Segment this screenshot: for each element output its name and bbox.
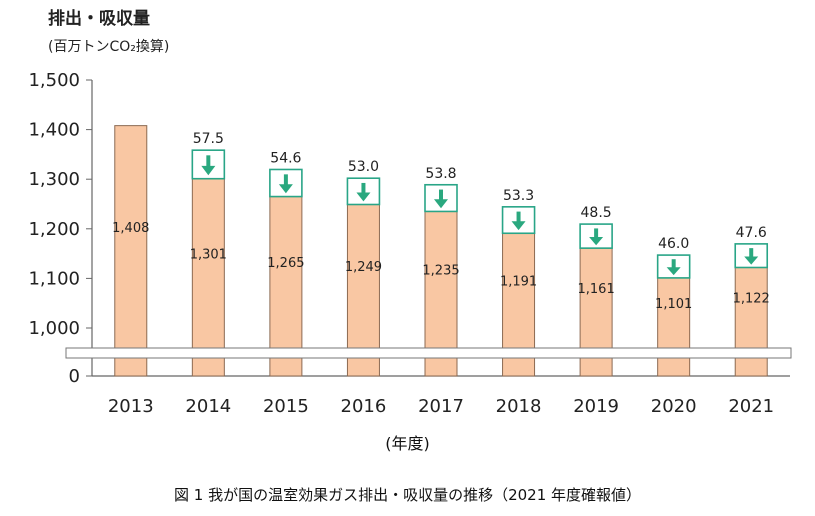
y-tick-label: 1,100 — [28, 268, 80, 289]
bar-value-label: 1,161 — [578, 282, 615, 297]
down-arrow-head-icon — [589, 237, 604, 246]
down-arrow-head-icon — [666, 267, 681, 276]
x-tick-label: 2019 — [573, 396, 619, 417]
bar-value-label: 1,408 — [112, 221, 149, 236]
absorption-label: 53.0 — [348, 159, 379, 175]
y-tick-label: 1,000 — [28, 318, 80, 339]
down-arrow-head-icon — [278, 184, 293, 194]
x-tick-label: 2015 — [263, 396, 309, 417]
bar — [269, 196, 303, 377]
x-tick-label: 2020 — [651, 396, 697, 417]
absorption-label: 47.6 — [736, 225, 767, 241]
axis-break-band — [65, 347, 792, 359]
x-tick-label: 2018 — [496, 396, 542, 417]
y-axis-unit: (百万トンCO₂換算) — [48, 39, 170, 55]
y-tick-label: 1,200 — [28, 219, 80, 240]
absorption-label: 53.3 — [503, 188, 534, 204]
bar-value-label: 1,301 — [190, 247, 227, 262]
x-tick-label: 2021 — [728, 396, 774, 417]
x-axis-title: (年度) — [385, 434, 430, 453]
bar-value-label: 1,122 — [733, 292, 770, 307]
absorption-label: 48.5 — [581, 205, 612, 221]
bar — [734, 266, 768, 377]
x-tick-label: 2017 — [418, 396, 464, 417]
y-tick-label: 1,500 — [28, 70, 80, 91]
figure-caption: 図 1 我が国の温室効果ガス排出・吸収量の推移（2021 年度確報値） — [173, 486, 642, 504]
absorption-label: 57.5 — [193, 131, 224, 147]
absorption-label: 46.0 — [658, 236, 689, 252]
y-axis-title: 排出・吸収量 — [48, 9, 150, 29]
x-tick-label: 2016 — [341, 396, 387, 417]
bar-value-label: 1,101 — [655, 297, 692, 312]
absorption-label: 54.6 — [270, 150, 301, 166]
bar-value-label: 1,265 — [267, 256, 304, 271]
down-arrow-head-icon — [434, 199, 448, 209]
bar-value-label: 1,249 — [345, 260, 382, 275]
bar — [114, 125, 148, 377]
y-tick-label: 1,300 — [28, 169, 80, 190]
bar — [191, 178, 225, 377]
bar-value-label: 1,235 — [422, 264, 459, 279]
bar — [657, 277, 691, 377]
bar — [346, 203, 380, 377]
x-tick-label: 2013 — [108, 396, 154, 417]
down-arrow-head-icon — [744, 256, 759, 265]
down-arrow-head-icon — [201, 165, 216, 176]
y-tick-label: 1,400 — [28, 120, 80, 141]
y-tick-label: 0 — [69, 366, 80, 387]
absorption-label: 53.8 — [425, 166, 456, 182]
down-arrow-head-icon — [356, 192, 371, 202]
x-tick-label: 2014 — [185, 396, 231, 417]
bar-value-label: 1,191 — [500, 275, 537, 290]
down-arrow-head-icon — [511, 221, 526, 231]
